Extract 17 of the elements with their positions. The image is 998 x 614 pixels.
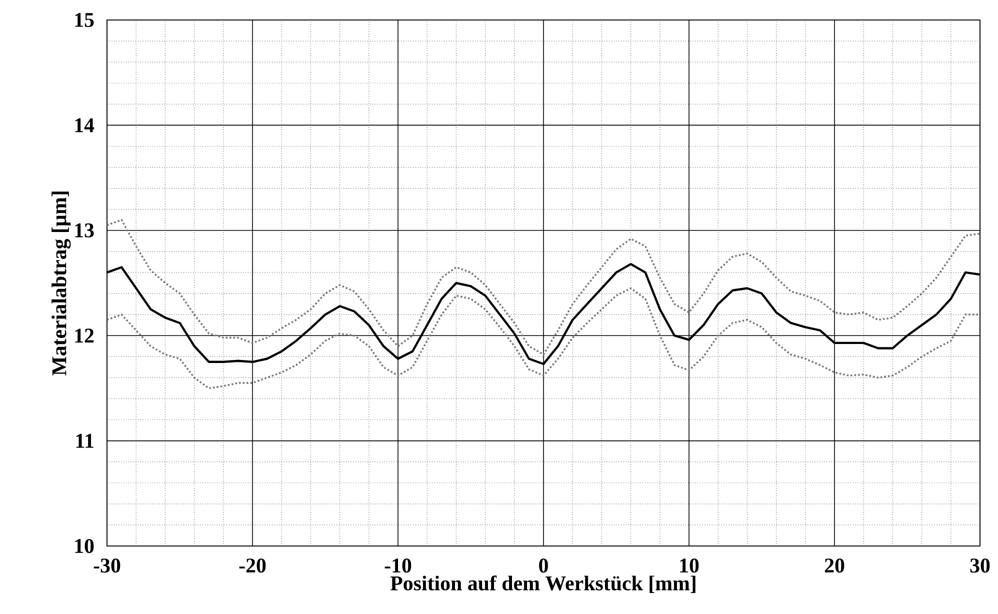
x-tick-label: -10 [384, 558, 412, 573]
y-axis-title: Materialabtrag [µm] [52, 192, 71, 376]
x-tick-label: -30 [94, 558, 120, 573]
x-axis-title: Position auf dem Werkstück [mm] [390, 575, 696, 594]
y-tick-label: 12 [75, 328, 94, 343]
line-series [107, 218, 980, 356]
y-tick-label: 14 [75, 118, 94, 132]
x-tick-label: 10 [680, 558, 699, 573]
y-tick-label: 11 [76, 434, 94, 448]
x-tick-label: 20 [824, 558, 844, 573]
y-tick-label: 10 [75, 538, 94, 554]
x-tick-label: 0 [539, 558, 548, 573]
y-tick-label: 13 [75, 223, 94, 238]
y-tick-label: 15 [75, 12, 94, 28]
x-tick-label: -20 [239, 558, 266, 573]
x-tick-label: 30 [970, 558, 990, 573]
line-series [107, 287, 980, 390]
